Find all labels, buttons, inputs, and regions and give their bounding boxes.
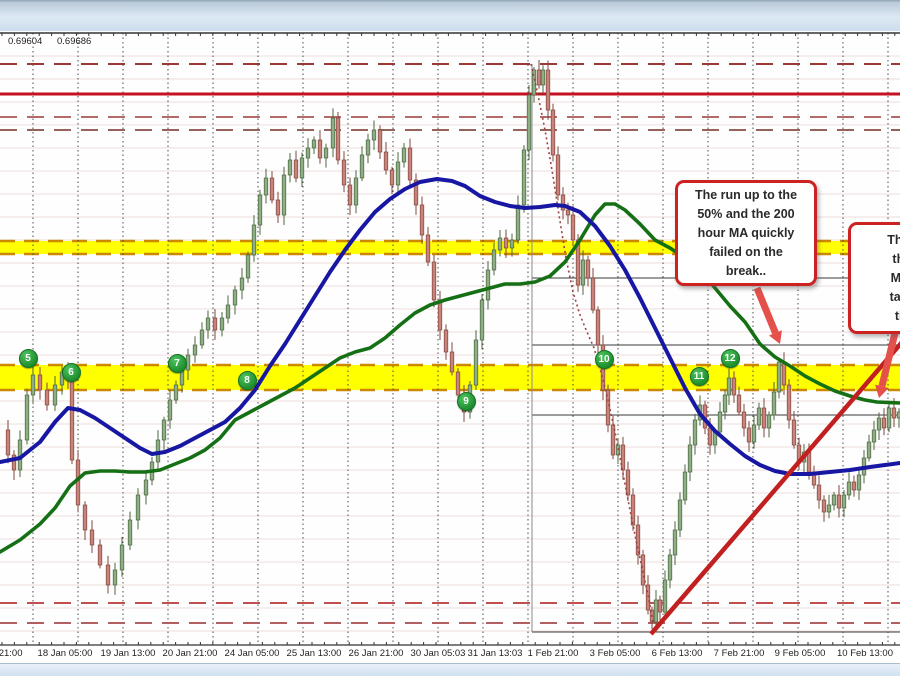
candlestick-series: [5, 60, 900, 632]
note-line: The run up to the: [694, 187, 798, 202]
ma-200-line: [0, 202, 900, 554]
note-line: failed on the: [709, 244, 783, 259]
x-axis-label: 10 Feb 13:00: [837, 648, 893, 659]
x-axis-label: 6 Feb 13:00: [651, 648, 703, 659]
chart-borders: [0, 32, 900, 646]
note-line: thro: [894, 308, 900, 323]
note-line: MA is: [890, 270, 900, 285]
note-line: break..: [725, 263, 767, 278]
note-line: target: [889, 289, 900, 304]
x-axis-label: 1 Feb 21:00: [527, 648, 579, 659]
trade-marker-6: 6: [61, 362, 81, 382]
h-gridlines: [0, 55, 900, 632]
trade-marker-12: 12: [720, 348, 740, 368]
x-axis-label: 30 Jan 05:03: [410, 648, 466, 659]
window-bottom-strip: [0, 663, 900, 676]
trade-marker-11: 11: [689, 366, 709, 386]
trade-marker-10: 10: [594, 349, 614, 369]
chart-area: [0, 31, 900, 647]
x-axis-label: 19 Jan 13:00: [100, 648, 156, 659]
x-axis-label: 31 Jan 13:03: [467, 648, 523, 659]
annotation-arrows: [753, 286, 899, 398]
v-gridlines: [32, 33, 889, 645]
x-axis-label: 26 Jan 21:00: [348, 648, 404, 659]
trend-line: [649, 341, 900, 636]
x-axis-label: 25 Jan 13:00: [286, 648, 342, 659]
x-axis-label: 3 Feb 05:00: [589, 648, 641, 659]
note-2: The 38 the 2 MA is target thro: [848, 222, 900, 334]
note-line: hour MA quickly: [697, 225, 795, 240]
note-1: The run up to the 50% and the 200 hour MA …: [675, 180, 817, 286]
x-axis-label: an 21:00: [0, 648, 23, 659]
trade-marker-9: 9: [456, 391, 476, 411]
price-label-right: 0.69686: [57, 36, 92, 47]
x-axis-label: 20 Jan 21:00: [162, 648, 218, 659]
x-axis-label: 18 Jan 05:00: [37, 648, 93, 659]
x-axis-labels: an 21:00 18 Jan 05:00 19 Jan 13:00 20 Jan 2…: [0, 647, 900, 662]
price-label-left: 0.69604: [8, 36, 43, 47]
note-line: the 2: [892, 251, 900, 266]
trade-marker-5: 5: [18, 348, 38, 368]
ma-100-line: [0, 177, 900, 476]
trade-marker-7: 7: [167, 353, 187, 373]
trade-marker-8: 8: [237, 370, 257, 390]
dotted-ma-line: [530, 63, 654, 623]
x-axis-label: 7 Feb 21:00: [713, 648, 765, 659]
note-line: The 38: [887, 232, 900, 247]
x-axis-label: 9 Feb 05:00: [774, 648, 826, 659]
note-line: 50% and the 200: [697, 206, 795, 221]
x-axis-label: 24 Jan 05:00: [224, 648, 280, 659]
